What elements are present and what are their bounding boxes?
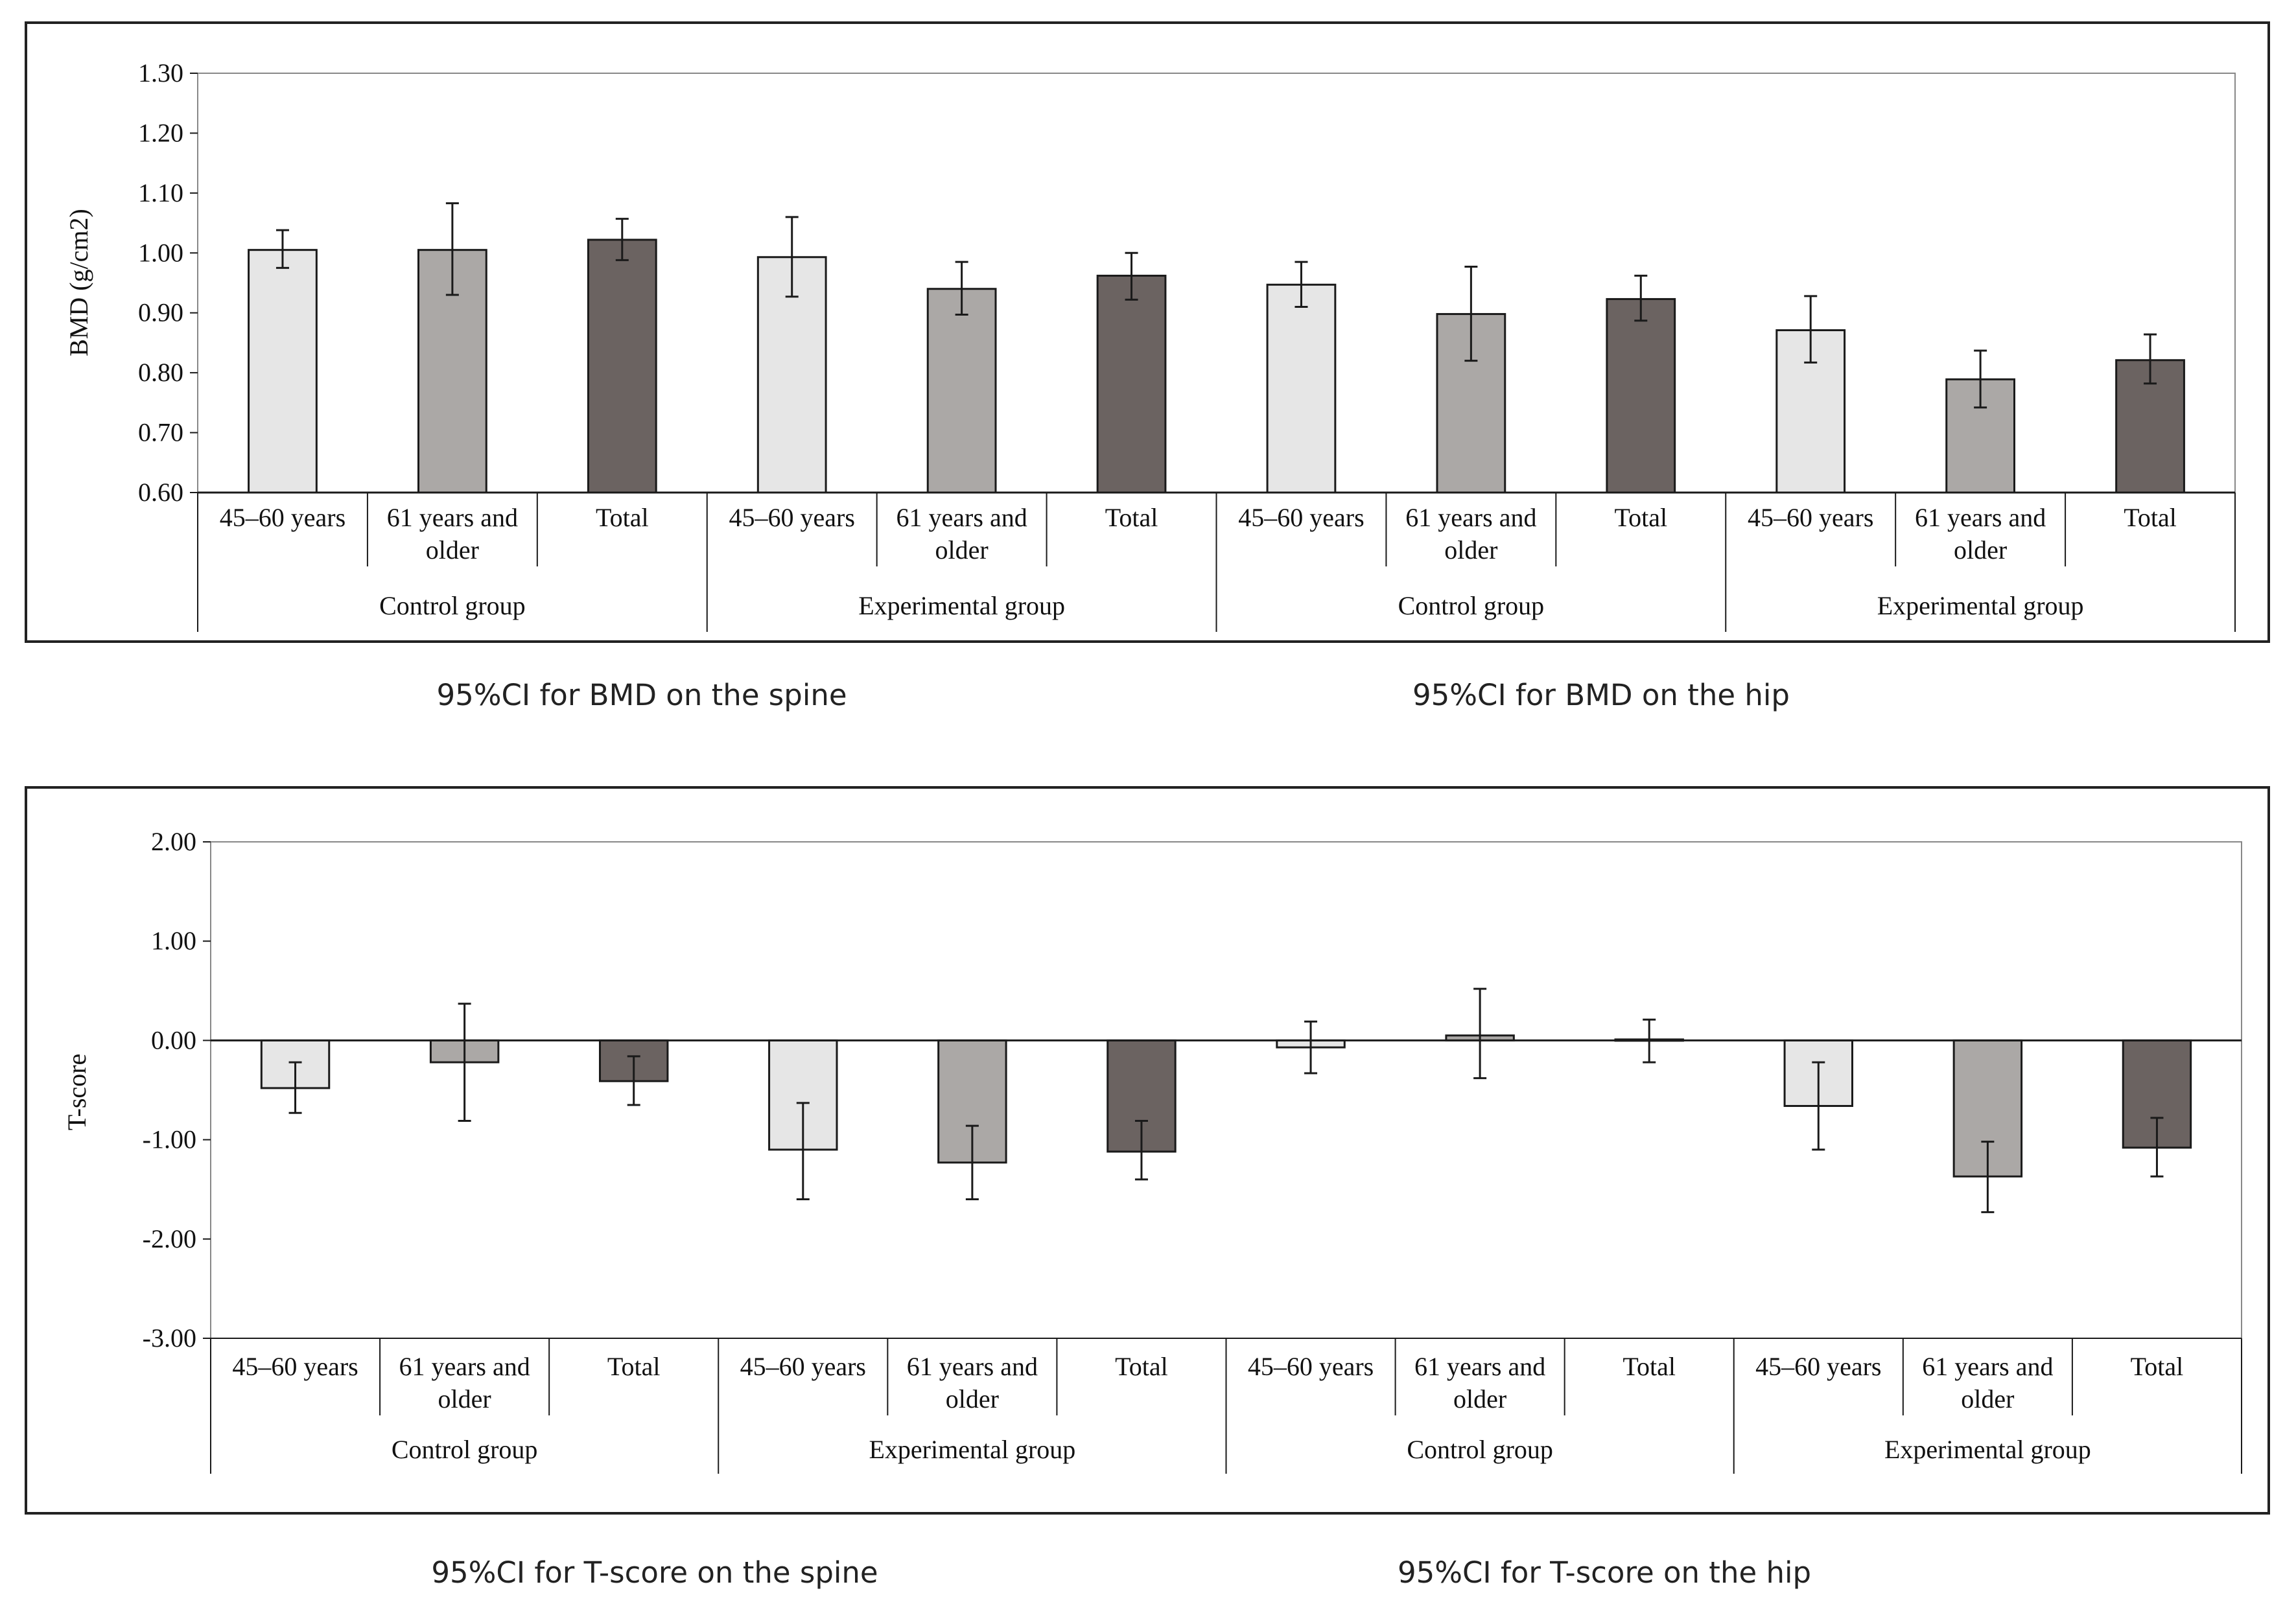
category-label: 45–60 years xyxy=(220,503,346,532)
group-label: Control group xyxy=(379,591,526,620)
chart-frame xyxy=(25,786,2270,1515)
bmd-chart: 0.60 0.70 0.80 0.90 1.00 1.10 1.20 1.30 BMD (g/c… xyxy=(25,21,2270,643)
category-label: Total xyxy=(607,1352,661,1381)
bar xyxy=(248,249,318,494)
plot-area xyxy=(197,73,2236,493)
category-label: 61 years and older xyxy=(399,1352,530,1413)
category-label: 61 years and older xyxy=(1922,1352,2053,1413)
group-label: Experimental group xyxy=(858,591,1065,620)
category-label: 61 years and older xyxy=(387,503,518,564)
y-tick-label: 0.60 xyxy=(138,478,183,507)
bar xyxy=(1945,378,2016,494)
group-label: Control group xyxy=(1398,591,1545,620)
caption-tscore-hip: 95%CI for T-score on the hip xyxy=(1398,1555,1811,1590)
category-label: Total xyxy=(1614,503,1667,532)
caption-bmd-spine: 95%CI for BMD on the spine xyxy=(436,678,847,712)
category-label: Total xyxy=(1622,1352,1676,1381)
category-label: 61 years and older xyxy=(896,503,1027,564)
category-label: 45–60 years xyxy=(1238,503,1364,532)
category-label: 61 years and older xyxy=(1915,503,2046,564)
bar xyxy=(1266,283,1337,494)
category-label: 45–60 years xyxy=(232,1352,358,1381)
group-label: Experimental group xyxy=(869,1435,1075,1464)
category-label: 45–60 years xyxy=(740,1352,866,1381)
category-label: Total xyxy=(1115,1352,1168,1381)
category-label: 45–60 years xyxy=(1248,1352,1374,1381)
category-label: 61 years and older xyxy=(1405,503,1536,564)
y-tick-label: 1.30 xyxy=(138,58,183,87)
chart-frame xyxy=(25,21,2270,643)
bar xyxy=(1606,297,1676,494)
category-label: Total xyxy=(1105,503,1158,532)
y-tick-label: -2.00 xyxy=(143,1224,196,1253)
y-tick-label: 2.00 xyxy=(151,827,196,856)
category-label: 61 years and older xyxy=(1414,1352,1545,1413)
y-tick-label: -3.00 xyxy=(143,1323,196,1353)
category-label: 45–60 years xyxy=(729,503,855,532)
group-label: Control group xyxy=(392,1435,538,1464)
group-label: Experimental group xyxy=(1884,1435,2091,1464)
category-label: Total xyxy=(2124,503,2177,532)
category-label: Total xyxy=(2131,1352,2184,1381)
caption-tscore-spine: 95%CI for T-score on the spine xyxy=(431,1555,878,1590)
group-label: Control group xyxy=(1407,1435,1553,1464)
bar xyxy=(1107,1039,1177,1153)
bar xyxy=(1096,274,1167,494)
category-label: 45–60 years xyxy=(1755,1352,1881,1381)
y-tick-label: 1.20 xyxy=(138,118,183,147)
y-tick-label: 0.70 xyxy=(138,418,183,447)
category-label: 45–60 years xyxy=(1748,503,1873,532)
y-tick-label: 1.10 xyxy=(138,178,183,207)
y-axis-label: BMD (g/cm2) xyxy=(64,209,93,356)
y-axis-label: T-score xyxy=(62,1054,91,1130)
category-label: Total xyxy=(596,503,649,532)
y-tick-label: -1.00 xyxy=(143,1125,196,1154)
category-label: 61 years and older xyxy=(907,1352,1038,1413)
y-tick-label: 0.00 xyxy=(151,1025,196,1054)
y-tick-label: 0.90 xyxy=(138,298,183,327)
tscore-chart: -3.00 -2.00 -1.00 0.00 1.00 2.00 T-score 45–60 … xyxy=(25,786,2270,1515)
bar xyxy=(926,288,997,494)
y-tick-label: 0.80 xyxy=(138,358,183,387)
caption-bmd-hip: 95%CI for BMD on the hip xyxy=(1412,678,1790,712)
y-tick-label: 1.00 xyxy=(138,238,183,267)
bar xyxy=(587,238,657,494)
plot-area xyxy=(210,841,2242,1339)
y-tick-label: 1.00 xyxy=(151,926,196,955)
group-label: Experimental group xyxy=(1877,591,2084,620)
